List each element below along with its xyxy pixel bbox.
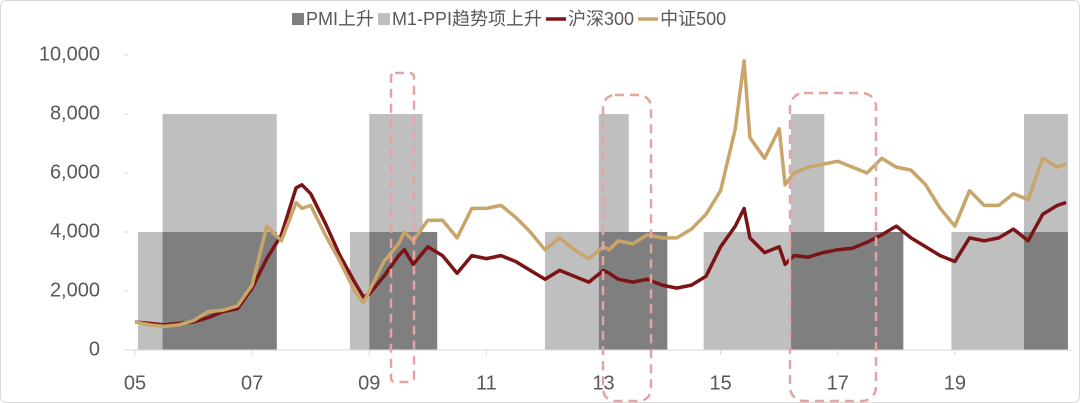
- x-tick-label: 09: [358, 372, 380, 394]
- y-tick-label: 0: [89, 338, 100, 360]
- legend-label: 沪深300: [568, 9, 634, 29]
- legend-swatch: [378, 13, 391, 25]
- legend-label: 中证500: [660, 9, 726, 29]
- legend-swatch: [292, 13, 304, 25]
- shaded-region: [1023, 232, 1068, 350]
- highlight-box: [389, 71, 416, 384]
- shaded-region: [790, 232, 904, 350]
- shaded-region: [598, 232, 668, 350]
- legend-label: PMI上升: [306, 9, 374, 29]
- x-tick-label: 15: [710, 372, 732, 394]
- shaded-region: [544, 232, 599, 350]
- y-tick-label: 4,000: [50, 220, 100, 242]
- shaded-region: [162, 232, 277, 350]
- x-tick-label: 11: [476, 372, 497, 394]
- shaded-region: [951, 232, 1024, 350]
- y-tick-label: 2,000: [50, 279, 100, 301]
- highlight-box: [601, 93, 653, 403]
- highlight-box: [788, 91, 878, 403]
- x-tick-label: 19: [944, 372, 966, 394]
- x-tick-label: 07: [241, 372, 263, 394]
- x-tick-label: 05: [124, 372, 146, 394]
- y-tick-label: 10,000: [39, 43, 100, 65]
- y-tick-label: 6,000: [50, 161, 100, 183]
- shaded-region: [137, 232, 163, 350]
- y-tick-label: 8,000: [50, 102, 100, 124]
- legend: PMI上升 M1-PPI趋势项上升 沪深300 中证500: [292, 9, 726, 29]
- x-tick-label: 17: [827, 372, 849, 394]
- line-series: [134, 183, 1067, 327]
- highlight-boxes: [389, 71, 878, 403]
- shaded-region: [703, 232, 791, 350]
- legend-label: M1-PPI趋势项上升: [392, 9, 542, 29]
